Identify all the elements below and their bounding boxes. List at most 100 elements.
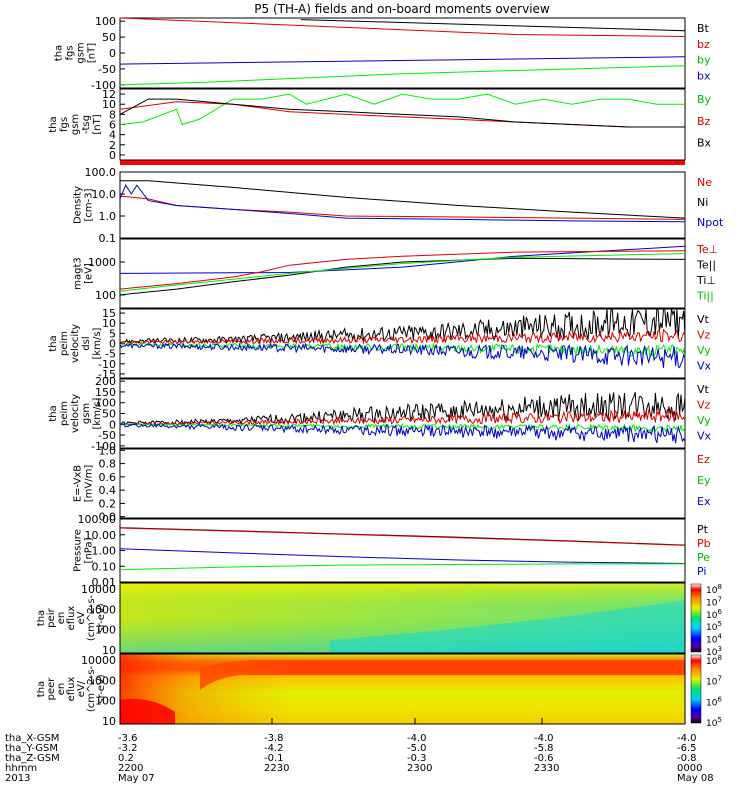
- legend-label: Ti⊥: [696, 274, 716, 287]
- y-axis-label: tha: [48, 116, 59, 132]
- x-row-value: -0.6: [534, 753, 554, 764]
- y-axis-label: tha: [48, 405, 59, 421]
- legend-label: Ez: [697, 453, 710, 466]
- x-axis: tha_X-GSM -3.6 -3.8 -4.0 -4.0 -4.0 tha_Y-GSM -3…: [5, 718, 714, 784]
- legend-label: Bx: [697, 137, 712, 150]
- series-line: [119, 342, 686, 359]
- spec-axis-label: peir: [46, 607, 57, 627]
- y-tick-label: 1.00: [92, 545, 117, 558]
- electron-spectrogram-hot-spot: [120, 698, 175, 724]
- panel-frame: [119, 448, 686, 519]
- y-axis-label: [eV]: [84, 263, 95, 284]
- colorbar-label: 104: [706, 633, 722, 646]
- colorbar-label: 107: [706, 595, 722, 608]
- legend-label: Pi: [697, 565, 706, 578]
- series-line: [119, 342, 686, 369]
- panel-frame: [119, 171, 686, 239]
- x-row-value: 2300: [407, 763, 432, 774]
- colorbar-exponent: 3: [717, 645, 721, 653]
- legend-label: Vz: [697, 329, 711, 342]
- y-axis-label: fgs: [65, 45, 76, 60]
- x-row-value: -5.8: [534, 743, 554, 754]
- x-row-value: -0.1: [264, 753, 284, 764]
- legend-label: By: [697, 93, 712, 106]
- ion-spectrogram-frame: [119, 582, 686, 654]
- x-row-value: -3.2: [118, 743, 138, 754]
- legend-label: Pb: [697, 537, 711, 550]
- spec-axis-label: en: [56, 683, 67, 696]
- y-axis-label: fgs: [59, 117, 70, 132]
- panel-frame: [119, 518, 686, 583]
- y-tick-label: 0.01: [92, 576, 117, 589]
- colorbar-exponent: 6: [717, 608, 722, 616]
- legend-label: Vt: [697, 313, 710, 326]
- spec-y-tick-label: 10000: [81, 654, 116, 667]
- colorbar-exponent: 5: [717, 620, 721, 628]
- y-axis-label: [nPa]: [84, 537, 95, 563]
- y-tick-label: 1.0: [99, 210, 117, 223]
- y-tick-label: 100: [95, 289, 116, 302]
- series-line: [119, 422, 686, 434]
- x-row-value: 0.2: [118, 753, 134, 764]
- y-axis-label: [cm-3]: [84, 188, 95, 221]
- y-axis-label: velocity: [70, 394, 81, 433]
- series-line: [119, 408, 686, 426]
- y-tick-label: 4: [109, 129, 116, 142]
- y-tick-label: 0: [109, 338, 116, 351]
- status-bar: [120, 160, 685, 165]
- legend-label: Ex: [697, 495, 711, 508]
- x-row-value: -6.5: [677, 743, 697, 754]
- y-axis-label: -tsg: [81, 115, 92, 134]
- panel-7: 1.00.80.60.40.20.0 E=-VxB [mV/m] Ez Ey Ex: [73, 444, 711, 523]
- spec-y-tick-label: 100: [95, 624, 116, 637]
- y-axis-label: peim: [59, 401, 70, 426]
- y-tick-label: 0: [109, 47, 116, 60]
- legend-label: Vt: [697, 383, 710, 396]
- electron-colorbar: [690, 654, 702, 724]
- x-row-label: tha_Z-GSM: [5, 753, 60, 764]
- legend-label: Vx: [697, 430, 712, 443]
- y-tick-label: 100: [95, 397, 116, 410]
- y-tick-label: -5: [105, 348, 116, 361]
- y-tick-label: 100.0: [85, 166, 117, 179]
- y-tick-label: 0.10: [92, 560, 117, 573]
- series-line: [120, 328, 686, 346]
- x-row-label: hhmm: [5, 763, 37, 774]
- spec-axis-label: sr-eV): [96, 674, 107, 703]
- y-tick-label: 12: [102, 88, 116, 101]
- y-tick-label: 10: [102, 98, 116, 111]
- legend-label: Bz: [697, 115, 711, 128]
- x-row-value: 2230: [264, 763, 289, 774]
- y-tick-label: 0.0: [99, 511, 117, 524]
- spec-axis-label: tha: [36, 610, 47, 626]
- y-axis-label: tha: [54, 45, 65, 61]
- legend-label: Vx: [697, 360, 712, 373]
- x-row-value: -3.6: [118, 733, 138, 744]
- series-line: [119, 392, 686, 426]
- x-row-value: -4.0: [677, 733, 697, 744]
- series-line: [119, 98, 685, 128]
- y-tick-label: 1000: [88, 256, 116, 269]
- y-axis-label: Density: [73, 186, 84, 224]
- colorbar-label: 106: [706, 695, 722, 708]
- x-row-value: -4.0: [407, 733, 427, 744]
- x-row-value: 2330: [534, 763, 559, 774]
- series-line: [119, 548, 686, 564]
- series-line: [300, 19, 686, 32]
- spec-y-tick-label: 10: [102, 715, 116, 728]
- colorbar-label: 106: [706, 608, 722, 621]
- legend-label: Vy: [697, 414, 711, 427]
- y-tick-label: 50: [102, 408, 116, 421]
- legend-label: bx: [697, 69, 711, 82]
- y-axis-label: [km/s]: [92, 397, 103, 429]
- series-line: [119, 56, 686, 65]
- y-tick-label: 2: [109, 139, 116, 152]
- spec-y-tick-label: 1000: [88, 603, 116, 616]
- y-tick-label: 0.1: [99, 232, 117, 245]
- legend-label: Npot: [697, 216, 724, 229]
